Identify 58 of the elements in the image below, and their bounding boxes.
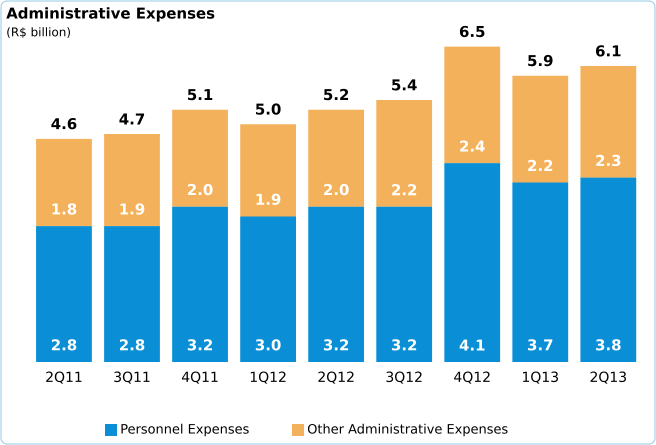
total-label: 5.2 (324, 88, 348, 100)
bar (104, 226, 160, 362)
legend-label: Other Administrative Expenses (308, 424, 508, 436)
total-label: 4.6 (51, 118, 76, 130)
x-tick-label: 4Q11 (182, 372, 218, 384)
data-label: 2.8 (52, 339, 76, 350)
total-label: 5.4 (392, 79, 417, 90)
bar (172, 110, 228, 207)
data-label: 4.1 (460, 340, 484, 350)
x-tick-label: 1Q12 (250, 372, 286, 384)
data-label: 1.8 (52, 203, 76, 215)
data-label: 3.0 (256, 339, 281, 350)
bar (444, 46, 500, 164)
data-label: 1.9 (256, 194, 280, 205)
total-label: 4.7 (119, 114, 144, 124)
bar (308, 110, 364, 207)
data-label: 2.3 (596, 154, 620, 166)
x-tick-label: 3Q12 (386, 372, 422, 384)
bar (172, 206, 228, 362)
data-label: 2.0 (324, 184, 349, 196)
data-label: 3.2 (392, 339, 416, 350)
total-label: 5.9 (528, 54, 553, 66)
total-label: 5.0 (256, 103, 281, 115)
legend-label: Personnel Expenses (121, 424, 249, 436)
bar (580, 66, 636, 178)
bar (104, 134, 160, 226)
bar (36, 138, 92, 226)
bar (512, 76, 568, 182)
data-label: 3.8 (596, 339, 621, 350)
data-label: 3.2 (324, 339, 348, 350)
x-tick-label: 1Q13 (523, 372, 558, 384)
total-label: 5.1 (188, 89, 212, 100)
data-label: 3.2 (188, 339, 212, 350)
bar (308, 206, 364, 362)
bar (240, 216, 296, 362)
data-label: 2.2 (392, 184, 416, 196)
chart-subtitle: (R$ billion) (7, 27, 70, 38)
data-label: 2.4 (460, 140, 485, 152)
x-tick-label: 2Q12 (318, 372, 354, 384)
bar (512, 182, 568, 362)
total-label: 6.5 (460, 26, 484, 38)
x-tick-label: 4Q12 (454, 372, 490, 384)
total-label: 6.1 (596, 45, 621, 57)
data-label: 2.2 (528, 160, 552, 171)
chart-title: Administrative Expenses (6, 7, 214, 22)
bar (376, 100, 432, 207)
bar (580, 178, 636, 362)
bar (36, 226, 92, 362)
bar (376, 206, 432, 362)
data-label: 2.0 (188, 184, 213, 196)
x-tick-label: 2Q13 (590, 372, 626, 384)
data-label: 2.8 (120, 339, 144, 350)
data-label: 1.9 (120, 203, 144, 215)
bar (444, 163, 500, 362)
data-label: 3.7 (528, 339, 552, 350)
bar (240, 124, 296, 216)
x-tick-label: 3Q11 (114, 372, 150, 384)
x-tick-label: 2Q11 (46, 372, 82, 384)
